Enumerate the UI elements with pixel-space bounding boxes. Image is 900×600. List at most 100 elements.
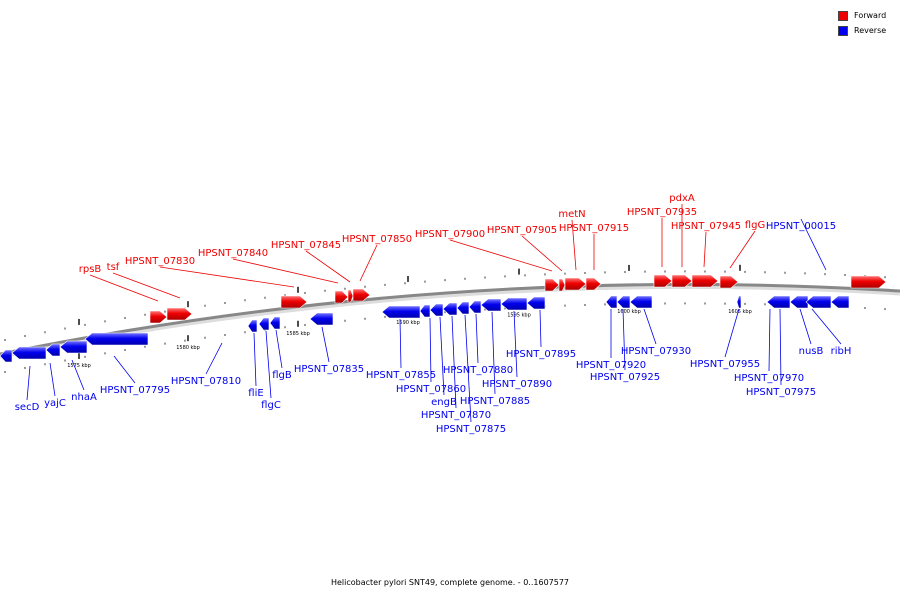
gene-arrow-hpsnt-07925[interactable] <box>616 295 631 309</box>
gene-arrow-hpsnt-07855[interactable] <box>381 305 421 319</box>
gene-arrow-hpsnt-07920[interactable] <box>605 295 618 309</box>
gene-arrow-rpsb[interactable] <box>149 310 168 324</box>
genome-caption: Helicobacter pylori SNT49, complete geno… <box>330 578 570 587</box>
leader-line-hpsnt-07930 <box>643 308 657 345</box>
gene-label-hpsnt-07925: HPSNT_07925 <box>590 372 660 383</box>
leader-line-hpsnt-07975 <box>779 308 782 386</box>
leader-line-hpsnt-00015 <box>800 218 827 271</box>
gene-arrow-hpsnt-07970[interactable] <box>766 295 791 309</box>
leader-line-nhaa <box>71 359 85 391</box>
gene-label-hpsnt-07975: HPSNT_07975 <box>746 387 816 398</box>
leader-line-hpsnt-07835 <box>321 326 330 363</box>
gene-label-flie: fliE <box>248 388 263 399</box>
gene-arrow-flgb[interactable] <box>269 316 281 330</box>
gene-label-hpsnt-07905: HPSNT_07905 <box>487 225 557 236</box>
gene-label-hpsnt-07855: HPSNT_07855 <box>366 370 436 381</box>
gene-arrow-metn[interactable] <box>564 277 587 291</box>
leader-line-hpsnt-07795 <box>113 355 136 384</box>
gene-arrow-hpsnt-07795[interactable] <box>59 340 88 354</box>
gene-label-yajc: yajC <box>44 398 66 409</box>
gene-arrow-flgg[interactable] <box>719 275 739 289</box>
gene-arrow-hpsnt-07845[interactable] <box>347 289 354 303</box>
gene-arrow-hpsnt-07890[interactable] <box>500 297 528 311</box>
gene-arrow-hpsnt-07810[interactable] <box>84 332 149 346</box>
reverse-swatch <box>838 25 848 36</box>
gene-arrow-nusb[interactable] <box>805 295 832 309</box>
gene-label-hpsnt-00015: HPSNT_00015 <box>766 221 836 232</box>
scale-label-1600: 1600 kbp <box>617 309 641 315</box>
gene-arrow-hpsnt-07935[interactable] <box>653 274 673 288</box>
gene-label-hpsnt-07970: HPSNT_07970 <box>734 373 804 384</box>
gene-arrow-hpsnt-07860[interactable] <box>419 304 431 318</box>
gene-label-tsf: tsf <box>107 262 120 273</box>
leader-line-hpsnt-07860 <box>429 317 432 383</box>
gene-arrow-nhaa[interactable] <box>45 343 61 357</box>
gene-arrow-hpsnt-07880[interactable] <box>468 300 482 314</box>
gene-arrow-hpsnt-07945[interactable] <box>691 274 719 288</box>
leader-line-hpsnt-07905 <box>521 235 563 272</box>
leader-line-flgg <box>729 230 756 269</box>
gene-label-flgg: flgG <box>745 220 765 231</box>
gene-arrow-yajc[interactable] <box>11 346 47 360</box>
leader-line-tsf <box>112 272 181 299</box>
gene-arrow-tsf[interactable] <box>166 307 193 321</box>
gene-arrow-hpsnt-07830[interactable] <box>280 295 308 309</box>
leader-line-hpsnt-07855 <box>399 318 402 369</box>
genome-backbone-shadow <box>0 283 900 359</box>
leader-line-flie <box>253 332 257 387</box>
gene-label-hpsnt-07935: HPSNT_07935 <box>627 207 697 218</box>
gene-arrow-secd[interactable] <box>0 349 13 363</box>
gene-label-secd: secD <box>15 402 40 413</box>
leader-line-hpsnt-07955 <box>724 308 740 358</box>
gene-arrow-hpsnt-07840[interactable] <box>334 290 349 304</box>
leader-line-hpsnt-07845 <box>305 250 351 283</box>
gene-arrow-pdxa[interactable] <box>671 274 693 288</box>
gene-arrow-hpsnt-07975[interactable] <box>789 295 809 309</box>
legend-reverse-label: Reverse <box>854 26 887 35</box>
leader-line-hpsnt-07810 <box>205 342 223 375</box>
gene-arrow-ribh[interactable] <box>830 295 850 309</box>
gene-arrow-hpsnt-07930[interactable] <box>629 295 653 309</box>
leader-line-secd <box>26 365 31 401</box>
gene-label-flgb: flgB <box>272 370 292 381</box>
gene-label-hpsnt-07860: HPSNT_07860 <box>396 384 466 395</box>
gene-arrow-hpsnt-07915[interactable] <box>585 277 602 291</box>
gene-arrow-hpsnt-07905[interactable] <box>558 278 566 292</box>
leader-line-yajc <box>49 362 56 397</box>
leader-line-hpsnt-07890 <box>513 310 518 378</box>
gene-label-hpsnt-07955: HPSNT_07955 <box>690 359 760 370</box>
gene-arrow-hpsnt-07895[interactable] <box>526 296 546 310</box>
gene-arrow-engb[interactable] <box>429 303 444 317</box>
gene-label-hpsnt-07795: HPSNT_07795 <box>100 385 170 396</box>
scale-label-1605: 1605 kbp <box>728 309 752 315</box>
gene-label-hpsnt-07880: HPSNT_07880 <box>443 365 513 376</box>
gene-label-flgc: flgC <box>261 400 281 411</box>
gene-arrow-hpsnt-07850[interactable] <box>352 288 371 302</box>
gene-arrow-flie[interactable] <box>247 319 258 333</box>
leader-line-hpsnt-07925 <box>622 308 626 371</box>
leader-line-hpsnt-07885 <box>491 311 496 395</box>
gene-label-hpsnt-07885: HPSNT_07885 <box>460 396 530 407</box>
gene-arrow-flgc[interactable] <box>258 317 270 331</box>
gene-label-nusb: nusB <box>799 346 824 357</box>
gene-arrow-hpsnt-07885[interactable] <box>480 298 502 312</box>
gene-arrow-hpsnt-07955[interactable] <box>736 295 742 309</box>
gene-arrow-hpsnt-07835[interactable] <box>309 312 334 326</box>
legend-forward-label: Forward <box>854 11 887 20</box>
leader-line-hpsnt-07850 <box>359 244 378 282</box>
leader-line-hpsnt-07840 <box>232 258 339 284</box>
gene-label-hpsnt-07890: HPSNT_07890 <box>482 379 552 390</box>
gene-arrow-hpsnt-07870[interactable] <box>442 302 458 316</box>
gene-label-hpsnt-07840: HPSNT_07840 <box>198 248 268 259</box>
leader-line-hpsnt-07870 <box>451 315 457 409</box>
gene-label-metn: metN <box>558 209 585 220</box>
gene-label-hpsnt-07875: HPSNT_07875 <box>436 424 506 435</box>
gene-arrow-hpsnt-07875[interactable] <box>456 301 470 315</box>
leader-line-flgb <box>275 329 283 369</box>
leader-line-ribh <box>811 308 842 345</box>
gene-label-hpsnt-07930: HPSNT_07930 <box>621 346 691 357</box>
gene-arrow-hpsnt-07900[interactable] <box>544 278 560 292</box>
gene-arrow-hpsnt-00015[interactable] <box>850 275 887 289</box>
leader-lines <box>26 204 842 423</box>
